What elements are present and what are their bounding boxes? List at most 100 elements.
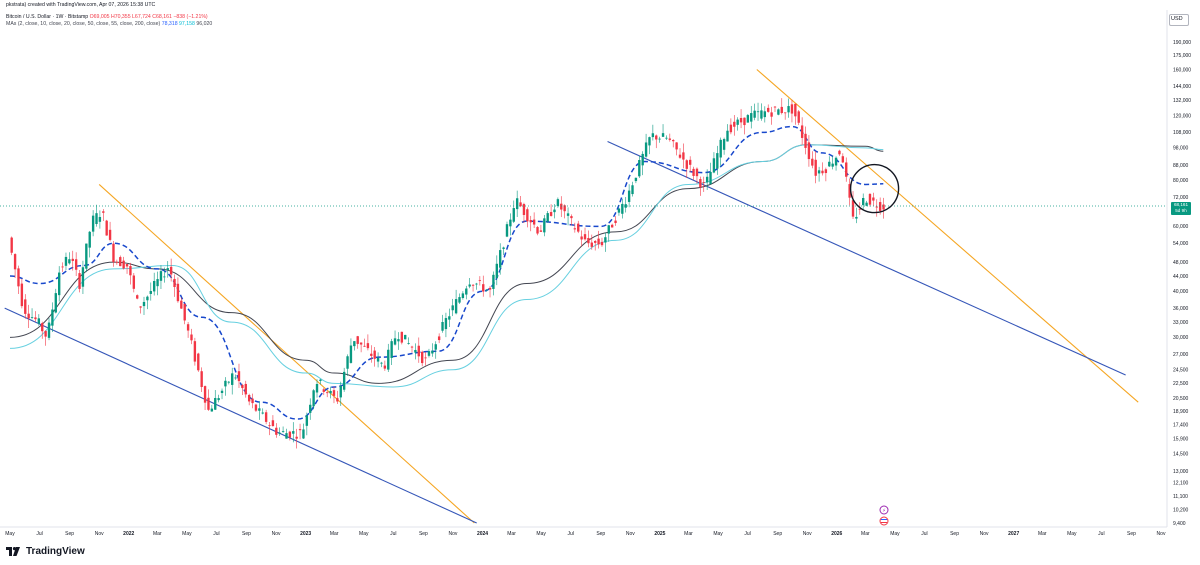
candle-body[interactable] (420, 351, 424, 364)
candle-body[interactable] (800, 125, 804, 138)
candle-body[interactable] (315, 384, 319, 393)
candle-body[interactable] (397, 339, 400, 342)
candle-body[interactable] (268, 425, 271, 427)
annotation-circle[interactable] (849, 163, 900, 214)
candle-body[interactable] (868, 194, 872, 205)
candle-body[interactable] (424, 357, 427, 359)
candle-body[interactable] (214, 397, 217, 410)
candle-body[interactable] (461, 293, 465, 298)
candle-body[interactable] (865, 202, 868, 206)
candle-body[interactable] (607, 225, 610, 234)
trendline[interactable] (607, 141, 1126, 376)
candle-body[interactable] (186, 324, 190, 331)
candle-body[interactable] (363, 345, 366, 347)
candle-body[interactable] (841, 156, 845, 163)
candle-body[interactable] (831, 163, 834, 167)
candle-body[interactable] (488, 287, 492, 290)
candle-body[interactable] (30, 317, 34, 318)
candle-body[interactable] (234, 377, 237, 379)
candle-body[interactable] (668, 138, 672, 140)
candle-body[interactable] (563, 205, 566, 212)
candle-body[interactable] (583, 234, 587, 240)
candle-body[interactable] (278, 432, 281, 434)
candle-body[interactable] (638, 159, 641, 177)
candle-body[interactable] (17, 268, 20, 287)
candle-body[interactable] (509, 219, 512, 227)
candle-body[interactable] (139, 306, 142, 308)
candle-body[interactable] (682, 152, 685, 160)
candle-body[interactable] (41, 323, 44, 332)
candle-body[interactable] (34, 317, 37, 320)
candle-body[interactable] (193, 341, 197, 362)
candle-body[interactable] (387, 349, 390, 370)
events-icons[interactable]: ⚡ (879, 505, 889, 526)
candle-body[interactable] (804, 133, 807, 148)
candle-body[interactable] (346, 356, 349, 369)
candle-body[interactable] (695, 168, 699, 177)
candle-body[interactable] (811, 158, 814, 166)
candle-body[interactable] (882, 204, 885, 210)
candle-body[interactable] (672, 140, 675, 142)
candle-body[interactable] (631, 185, 634, 195)
candle-body[interactable] (319, 379, 322, 381)
candle-body[interactable] (58, 272, 61, 296)
candle-body[interactable] (231, 373, 234, 385)
candle-body[interactable] (526, 209, 529, 222)
candle-body[interactable] (258, 408, 261, 411)
candle-body[interactable] (722, 139, 726, 150)
candle-body[interactable] (648, 137, 651, 146)
candle-body[interactable] (515, 198, 519, 210)
candle-body[interactable] (610, 224, 614, 228)
candle-body[interactable] (146, 296, 149, 301)
candle-body[interactable] (692, 168, 695, 176)
candle-body[interactable] (797, 111, 800, 123)
candle-body[interactable] (790, 104, 794, 114)
candle-body[interactable] (410, 346, 414, 348)
candle-body[interactable] (760, 110, 763, 119)
candle-body[interactable] (207, 397, 210, 410)
candle-body[interactable] (621, 203, 624, 214)
candle-body[interactable] (821, 170, 824, 174)
candle-body[interactable] (482, 284, 485, 292)
candle-body[interactable] (407, 343, 410, 344)
candle-body[interactable] (709, 171, 712, 185)
candle-body[interactable] (838, 150, 841, 155)
candle-body[interactable] (13, 254, 17, 270)
candle-body[interactable] (254, 404, 258, 411)
candle-body[interactable] (400, 331, 404, 343)
candle-body[interactable] (678, 154, 682, 158)
candle-body[interactable] (475, 283, 478, 285)
candle-body[interactable] (342, 371, 346, 390)
candle-body[interactable] (349, 345, 353, 363)
candle-body[interactable] (549, 212, 553, 216)
candle-body[interactable] (27, 313, 30, 319)
candle-body[interactable] (370, 353, 373, 356)
candle-body[interactable] (241, 384, 244, 389)
candle-body[interactable] (261, 412, 264, 414)
candle-body[interactable] (173, 278, 176, 288)
candle-body[interactable] (705, 176, 709, 183)
candle-body[interactable] (858, 208, 861, 210)
candle-body[interactable] (414, 349, 417, 353)
candle-body[interactable] (780, 106, 783, 114)
candle-body[interactable] (176, 283, 180, 302)
ma-legend[interactable]: MAs (2, close, 10, close, 20, close, 50,… (6, 21, 212, 27)
candle-body[interactable] (247, 394, 251, 402)
candle-body[interactable] (156, 279, 159, 287)
candle-body[interactable] (427, 351, 431, 356)
candle-body[interactable] (543, 218, 546, 233)
candle-body[interactable] (98, 216, 102, 222)
candle-body[interactable] (288, 431, 292, 438)
candle-body[interactable] (556, 199, 560, 206)
candle-body[interactable] (862, 197, 865, 206)
candle-body[interactable] (750, 113, 753, 122)
candle-body[interactable] (68, 259, 71, 264)
candle-body[interactable] (458, 297, 461, 303)
candle-body[interactable] (594, 241, 597, 243)
candle-body[interactable] (366, 343, 370, 349)
trendline[interactable] (98, 184, 475, 524)
candle-body[interactable] (295, 436, 298, 439)
event-icon[interactable] (879, 505, 889, 515)
candle-body[interactable] (197, 353, 200, 371)
candle-body[interactable] (373, 350, 376, 359)
